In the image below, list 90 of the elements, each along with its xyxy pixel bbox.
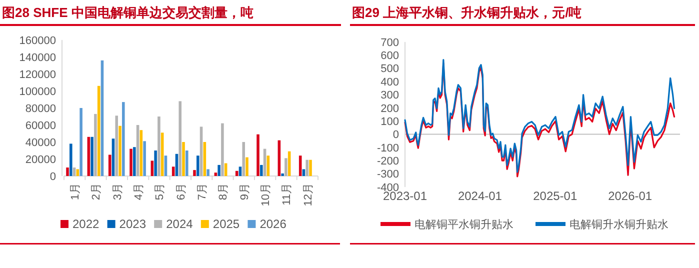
x-tick-label: 2026-01 bbox=[608, 189, 652, 203]
bar bbox=[118, 126, 122, 176]
bar bbox=[284, 158, 288, 176]
y-tick-label: 0 bbox=[392, 129, 399, 142]
bar bbox=[206, 169, 210, 176]
bar bbox=[130, 148, 132, 176]
bar bbox=[298, 156, 302, 176]
bar bbox=[200, 126, 203, 176]
x-tick-label: 7月 bbox=[196, 183, 208, 200]
y-tick-label: 80000 bbox=[25, 102, 56, 115]
y-tick-label: 140000 bbox=[19, 52, 56, 64]
bar bbox=[140, 130, 143, 176]
bar bbox=[182, 142, 185, 176]
x-tick-label: 2024-01 bbox=[458, 189, 502, 203]
bar bbox=[242, 142, 246, 176]
y-tick-label: 600 bbox=[380, 50, 399, 62]
x-tick-label: 9月 bbox=[238, 183, 251, 200]
x-tick-label: 4月 bbox=[132, 183, 145, 200]
bar bbox=[196, 156, 200, 176]
x-tick-label: 5月 bbox=[154, 183, 166, 200]
bar bbox=[66, 168, 69, 176]
bar bbox=[122, 102, 125, 176]
y-tick-label: 40000 bbox=[25, 136, 56, 149]
bar bbox=[70, 144, 72, 176]
bar bbox=[266, 156, 270, 176]
y-tick-label: 160000 bbox=[19, 34, 56, 47]
bar bbox=[185, 150, 188, 176]
bar bbox=[309, 160, 312, 176]
y-tick-label: 700 bbox=[380, 36, 399, 49]
x-tick-label: 6月 bbox=[175, 183, 188, 200]
bar bbox=[154, 150, 157, 176]
bar bbox=[193, 170, 196, 176]
y-tick-label: 500 bbox=[380, 63, 399, 76]
bar bbox=[150, 160, 154, 176]
bar bbox=[115, 116, 118, 176]
bar bbox=[172, 166, 175, 176]
bar bbox=[158, 116, 160, 176]
chart-title: 图28 SHFE 中国电解铜单边交易交割量，吨 bbox=[2, 5, 254, 20]
bar bbox=[214, 172, 218, 176]
y-tick-label: 100 bbox=[380, 116, 399, 128]
bar bbox=[221, 123, 224, 176]
chart-title: 图29 上海平水铜、升水铜升贴水，元/吨 bbox=[352, 5, 582, 20]
bar bbox=[94, 114, 97, 176]
y-tick-label: 0 bbox=[50, 170, 56, 183]
legend-label: 2022 bbox=[72, 217, 100, 232]
y-tick-label: 100000 bbox=[19, 86, 56, 98]
legend-label: 电解铜升水铜升贴水 bbox=[570, 218, 668, 231]
bar bbox=[306, 160, 309, 176]
x-tick-label: 3月 bbox=[112, 183, 124, 200]
x-tick-label: 10月 bbox=[260, 183, 272, 206]
x-tick-label: 2025-01 bbox=[533, 189, 578, 203]
y-tick-label: 200 bbox=[380, 102, 399, 115]
bar bbox=[76, 169, 80, 176]
bar bbox=[80, 108, 82, 176]
y-tick-label: 400 bbox=[380, 76, 399, 88]
bar bbox=[218, 164, 220, 176]
bar bbox=[112, 138, 115, 176]
bar bbox=[281, 173, 284, 176]
bar bbox=[246, 157, 248, 176]
bar bbox=[302, 169, 306, 176]
bar bbox=[256, 134, 260, 176]
bar bbox=[100, 60, 104, 176]
y-tick-label: -300 bbox=[376, 168, 399, 181]
bar bbox=[160, 132, 164, 176]
bar bbox=[97, 86, 100, 176]
bar bbox=[143, 141, 146, 176]
bar bbox=[178, 101, 182, 176]
bar bbox=[133, 147, 136, 176]
y-tick-label: -200 bbox=[376, 155, 399, 168]
legend-label: 2025 bbox=[212, 217, 240, 232]
legend-label: 电解铜平水铜升贴水 bbox=[414, 218, 514, 231]
y-tick-label: -100 bbox=[376, 142, 399, 154]
x-tick-label: 8月 bbox=[218, 183, 230, 200]
bar bbox=[238, 166, 242, 176]
y-tick-label: 300 bbox=[380, 90, 399, 102]
legend-label: 2026 bbox=[260, 217, 287, 232]
bar bbox=[90, 136, 94, 176]
bar bbox=[203, 142, 206, 176]
x-tick-label: 1月 bbox=[69, 183, 82, 200]
legend-label: 2024 bbox=[166, 217, 194, 232]
y-tick-label: 20000 bbox=[25, 154, 56, 166]
bar bbox=[260, 164, 263, 176]
bar bbox=[136, 125, 140, 176]
legend-label: 2023 bbox=[119, 217, 146, 232]
x-tick-label: 11月 bbox=[281, 183, 294, 206]
x-tick-label: 12月 bbox=[302, 183, 314, 206]
y-tick-label: 60000 bbox=[25, 120, 56, 132]
y-tick-label: 120000 bbox=[19, 68, 56, 81]
x-tick-label: 2月 bbox=[90, 183, 103, 200]
bar bbox=[164, 156, 168, 176]
